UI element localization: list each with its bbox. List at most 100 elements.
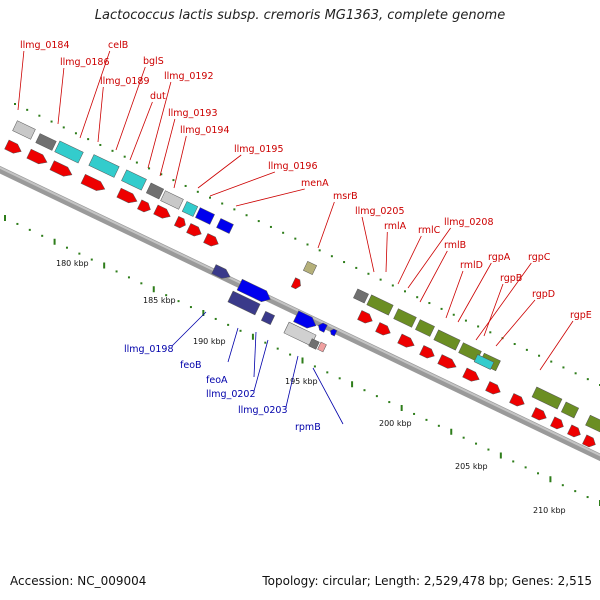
scale-dot <box>475 442 478 445</box>
scale-dot <box>103 262 106 269</box>
scale-dot <box>152 286 155 293</box>
scale-dot <box>165 294 168 297</box>
scale-dot <box>318 249 321 252</box>
cds-block <box>353 288 369 304</box>
scale-dot <box>4 215 6 221</box>
leader-line <box>483 283 504 337</box>
cds-arrow <box>186 223 202 237</box>
cds-arrow <box>437 354 457 369</box>
leader-line <box>235 188 305 207</box>
scale-dot <box>65 246 68 249</box>
forward-gene-label: rgpB <box>500 273 522 284</box>
scale-dot <box>87 138 90 141</box>
cds-arrow <box>550 416 564 430</box>
cds-arrow <box>26 148 48 165</box>
scale-dot <box>367 272 370 275</box>
cds-arrow <box>173 215 186 229</box>
leader-line <box>147 81 172 169</box>
leader-line <box>227 327 239 363</box>
scale-dot <box>489 331 492 334</box>
scale-dot <box>209 196 211 199</box>
cds-arrow <box>462 367 480 382</box>
scale-dot <box>462 436 465 439</box>
forward-gene-label: celB <box>108 40 128 51</box>
leader-line <box>97 86 104 143</box>
cds-block <box>302 260 318 276</box>
scale-dot <box>437 424 440 427</box>
scale-dot <box>282 231 285 234</box>
scale-dot <box>214 317 217 320</box>
forward-gene-label: rmlB <box>444 240 466 251</box>
scale-dot <box>16 222 19 225</box>
reverse-gene-label: rpmB <box>295 422 321 433</box>
scale-dot <box>177 300 180 303</box>
scale-dot <box>375 395 378 398</box>
scale-label: 205 kbp <box>455 462 488 471</box>
scale-dot <box>301 357 304 364</box>
forward-gene-label: rgpA <box>488 252 511 263</box>
scale-dot <box>53 238 56 245</box>
cds-arrow <box>531 407 547 421</box>
leader-line <box>17 50 25 111</box>
scale-dot <box>276 347 279 350</box>
scale-dot <box>413 412 416 415</box>
cds-block <box>560 401 580 419</box>
leader-line <box>312 367 344 425</box>
scale-dot <box>388 401 391 404</box>
scale-dot <box>160 173 163 176</box>
cds-block <box>35 133 57 151</box>
scale-dot <box>487 448 490 451</box>
scale-dot <box>196 190 199 193</box>
cds-arrow <box>290 277 301 290</box>
forward-gene-label: rgpE <box>570 310 592 321</box>
scale-dot <box>477 325 480 328</box>
scale-dot <box>99 143 102 146</box>
scale-dot <box>227 323 230 326</box>
forward-gene-label: rgpD <box>532 289 555 300</box>
cds-block <box>531 386 563 410</box>
kbp-scale: 180 kbp 185 kbp 190 kbp 195 kbp 200 kbp 205 k… <box>56 259 566 515</box>
forward-gene-label: bglS <box>143 56 164 67</box>
scale-dot <box>313 365 316 368</box>
leader-line <box>197 154 242 189</box>
leader-line <box>445 270 464 319</box>
cds-arrow <box>419 345 435 359</box>
scale-dot <box>561 484 564 487</box>
scale-dot <box>343 261 346 264</box>
reverse-gene-label: llmg_0203 <box>238 405 288 416</box>
scale-dot <box>452 313 455 316</box>
cds-block <box>236 278 271 302</box>
scale-dot <box>428 302 431 305</box>
scale-label: 180 kbp <box>56 259 89 268</box>
forward-gene-label: rmlA <box>384 221 407 232</box>
scale-dot <box>330 255 333 258</box>
scale-dot <box>202 310 205 316</box>
leader-line <box>253 339 269 392</box>
forward-gene-label: llmg_0184 <box>20 40 70 51</box>
cds-block <box>393 308 417 328</box>
leader-line <box>285 355 299 408</box>
cds-block <box>415 319 435 337</box>
leader-line <box>385 231 388 273</box>
scale-dot <box>289 353 292 356</box>
scale-dot <box>416 296 419 299</box>
scale-dot <box>499 452 502 459</box>
scale-dot <box>233 208 236 211</box>
scale-dot <box>338 377 341 380</box>
forward-gene-label: llmg_0196 <box>268 161 318 172</box>
scale-dot <box>400 405 403 411</box>
cds-block <box>308 338 320 350</box>
leader-line <box>361 216 375 273</box>
leader-line <box>317 201 335 249</box>
leader-line <box>129 101 153 161</box>
cds-block <box>181 201 199 217</box>
forward-gene-label: llmg_0193 <box>168 108 218 119</box>
cds-arrow <box>80 173 106 191</box>
scale-dot <box>574 490 577 493</box>
scale-dot <box>123 155 126 158</box>
reverse-gene-label: llmg_0202 <box>206 389 256 400</box>
scale-dot <box>127 276 130 279</box>
scale-dot <box>269 225 272 228</box>
scale-dot <box>391 284 394 287</box>
